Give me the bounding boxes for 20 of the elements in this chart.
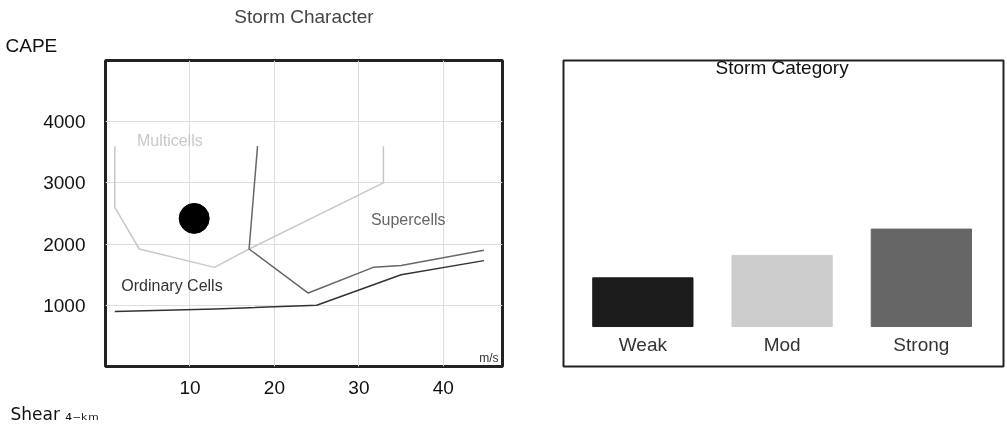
- x-tick-label: Mod: [763, 334, 801, 356]
- annotation: m/s: [479, 350, 499, 365]
- y-tick-label: 2000: [43, 233, 86, 255]
- chart-title: Storm Character: [234, 5, 375, 27]
- y-tick-label: 3000: [43, 172, 86, 194]
- y-axis-title: CAPE: [5, 34, 58, 56]
- x-tick-label: Strong: [893, 334, 950, 356]
- line-series: [248, 145, 485, 294]
- x-tick-label: 10: [179, 376, 201, 398]
- x-tick-label: Weak: [618, 334, 668, 356]
- y-tick-label: 1000: [43, 294, 86, 316]
- annotation: Ordinary Cells: [121, 276, 223, 294]
- x-tick-label: 40: [432, 376, 454, 398]
- line-series: [114, 259, 485, 313]
- x-tick-label: 20: [263, 376, 286, 398]
- annotation: Supercells: [370, 210, 446, 228]
- y-tick-label: 4000: [43, 111, 86, 133]
- chart-title: Storm Category: [715, 57, 850, 79]
- x-axis-title: Shear ₄₋ₖₘ: [10, 403, 99, 424]
- x-tick-label: 30: [348, 376, 370, 398]
